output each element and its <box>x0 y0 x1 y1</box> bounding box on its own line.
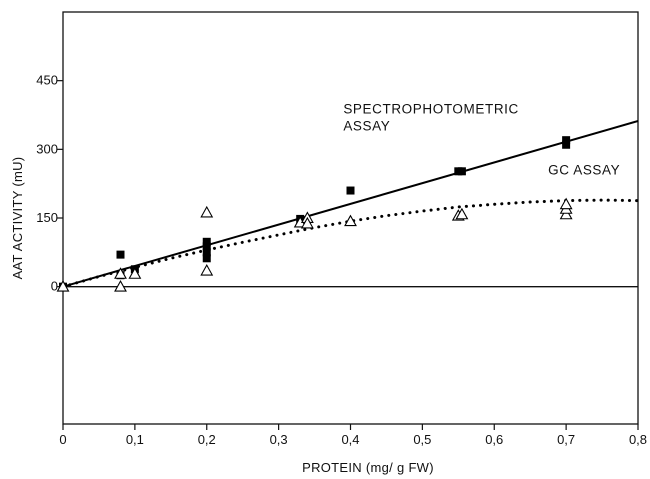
spec-label: SPECTROPHOTOMETRIC ASSAY <box>343 102 519 134</box>
y-axis-title: AAT ACTIVITY (mU) <box>10 157 25 280</box>
data-point-triangle <box>200 205 214 218</box>
data-point-triangle <box>56 280 70 292</box>
x-tick-label: 0,7 <box>557 432 575 447</box>
gc-label: GC ASSAY <box>548 163 620 178</box>
gc-fit-line <box>61 198 640 289</box>
data-point-square <box>202 242 211 251</box>
data-point-square <box>457 167 466 176</box>
y-tick-label: 450 <box>36 73 58 88</box>
data-point-square <box>346 186 355 195</box>
x-tick-label: 0,5 <box>413 432 431 447</box>
data-point-square <box>562 136 571 145</box>
data-point-triangle <box>300 216 314 229</box>
x-tick-label: 0,2 <box>198 432 216 447</box>
data-point-triangle <box>455 207 469 220</box>
data-point-triangle <box>200 264 214 276</box>
x-tick-label: 0 <box>59 432 66 447</box>
y-tick-label: 300 <box>36 141 58 156</box>
y-tick-label: 150 <box>36 210 58 225</box>
data-point-square <box>202 248 211 257</box>
x-tick-label: 0,4 <box>341 432 359 447</box>
data-point-square <box>116 250 125 259</box>
data-point-triangle <box>114 267 127 279</box>
data-point-triangle <box>114 280 127 292</box>
x-tick-label: 0,3 <box>270 432 288 447</box>
y-tick-label: 0 <box>51 279 58 294</box>
data-point-triangle <box>559 197 573 210</box>
x-axis-title: PROTEIN (mg/ g FW) <box>302 460 434 475</box>
data-point-square <box>202 254 211 263</box>
data-point-triangle <box>344 214 357 227</box>
x-tick-label: 0,6 <box>485 432 503 447</box>
data-point-triangle <box>128 267 142 279</box>
spectrophotometric-fit-line <box>62 120 639 288</box>
data-point-square <box>202 237 211 246</box>
x-tick-label: 0,8 <box>629 432 647 447</box>
data-point-square <box>562 140 571 149</box>
x-tick-label: 0,1 <box>126 432 144 447</box>
